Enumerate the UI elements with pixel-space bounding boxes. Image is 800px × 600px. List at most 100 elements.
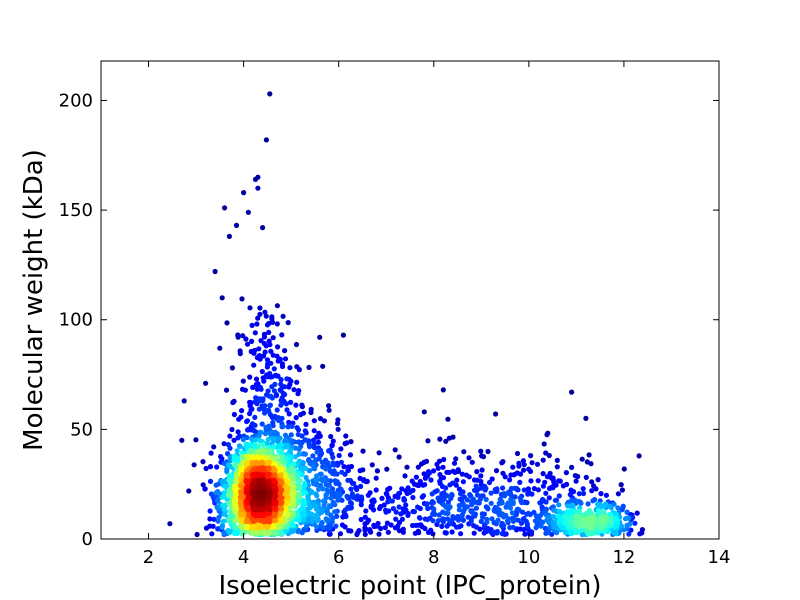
data-point	[288, 432, 294, 438]
data-point	[492, 487, 498, 493]
data-point	[580, 490, 587, 497]
data-point	[256, 473, 262, 479]
data-point	[415, 464, 421, 470]
data-point	[338, 487, 344, 493]
data-point	[619, 487, 626, 493]
data-point	[580, 518, 586, 524]
data-point	[242, 387, 248, 393]
data-point	[191, 462, 197, 468]
data-point	[227, 445, 233, 451]
data-point	[235, 429, 241, 435]
data-point	[311, 444, 317, 451]
data-point	[539, 520, 545, 526]
data-point	[285, 320, 291, 326]
data-point	[479, 467, 485, 473]
data-point	[341, 511, 348, 518]
data-point	[293, 415, 299, 421]
data-point	[248, 399, 254, 406]
data-point	[365, 492, 371, 498]
data-point	[231, 411, 237, 418]
data-point	[278, 402, 284, 408]
data-point	[429, 499, 435, 505]
data-point	[213, 490, 219, 496]
data-point	[262, 349, 268, 355]
data-point	[366, 517, 372, 523]
data-point	[583, 415, 589, 421]
data-point	[257, 305, 263, 311]
data-point	[444, 493, 450, 499]
data-point	[542, 479, 548, 485]
data-point	[556, 493, 562, 499]
data-point	[255, 443, 262, 449]
data-point	[535, 487, 542, 493]
data-point	[521, 526, 527, 533]
data-point	[265, 388, 271, 394]
data-point	[396, 454, 402, 460]
data-point	[296, 367, 302, 373]
data-point	[456, 486, 462, 492]
data-point	[293, 402, 299, 408]
y-axis-label: Molecular weight (kDa)	[19, 149, 49, 451]
data-point	[215, 518, 221, 524]
data-point	[484, 504, 490, 510]
data-point	[374, 468, 380, 474]
data-point	[469, 459, 475, 465]
data-point	[471, 530, 477, 536]
data-point	[331, 462, 337, 468]
data-point	[373, 487, 379, 493]
data-point	[556, 478, 562, 484]
data-point	[419, 494, 425, 500]
data-point	[266, 459, 272, 465]
x-axis-label: Isoelectric point (IPC_protein)	[218, 571, 601, 600]
data-point	[416, 515, 423, 521]
data-point	[388, 522, 394, 528]
data-point	[271, 366, 277, 372]
data-point	[257, 437, 263, 443]
data-point	[277, 387, 283, 393]
data-point	[613, 515, 619, 521]
data-point	[404, 464, 410, 470]
data-point	[356, 528, 362, 534]
data-point	[489, 476, 495, 482]
data-point	[264, 374, 270, 380]
x-tick-label: 12	[612, 547, 635, 568]
data-point	[293, 341, 300, 348]
data-point	[520, 458, 527, 464]
data-point	[226, 472, 232, 479]
data-point	[483, 485, 489, 491]
x-tick-label: 14	[708, 547, 731, 568]
data-point	[277, 484, 283, 490]
data-point	[274, 321, 280, 327]
data-point	[502, 474, 508, 480]
data-point	[430, 518, 436, 524]
data-point	[445, 499, 452, 505]
data-point	[602, 518, 608, 524]
data-point	[384, 466, 390, 472]
data-point	[379, 495, 385, 501]
data-point	[314, 524, 320, 530]
data-point	[363, 508, 369, 514]
data-point	[362, 525, 368, 531]
data-point	[274, 353, 280, 359]
data-point	[266, 329, 272, 335]
data-point	[259, 421, 265, 427]
data-point	[589, 488, 595, 494]
data-point	[219, 524, 225, 530]
data-point	[318, 471, 324, 477]
data-point	[271, 388, 277, 394]
data-point	[291, 484, 297, 490]
data-point	[239, 296, 245, 302]
data-point	[208, 450, 214, 456]
data-point	[243, 336, 249, 342]
data-point	[475, 499, 481, 505]
data-point	[345, 468, 351, 474]
data-point	[233, 477, 239, 483]
data-point	[453, 456, 459, 462]
data-point	[543, 490, 549, 496]
data-point	[305, 518, 311, 525]
data-point	[529, 531, 535, 537]
data-point	[253, 437, 259, 443]
data-point	[516, 463, 522, 469]
x-tick-label: 8	[428, 547, 439, 568]
data-point	[260, 442, 266, 448]
